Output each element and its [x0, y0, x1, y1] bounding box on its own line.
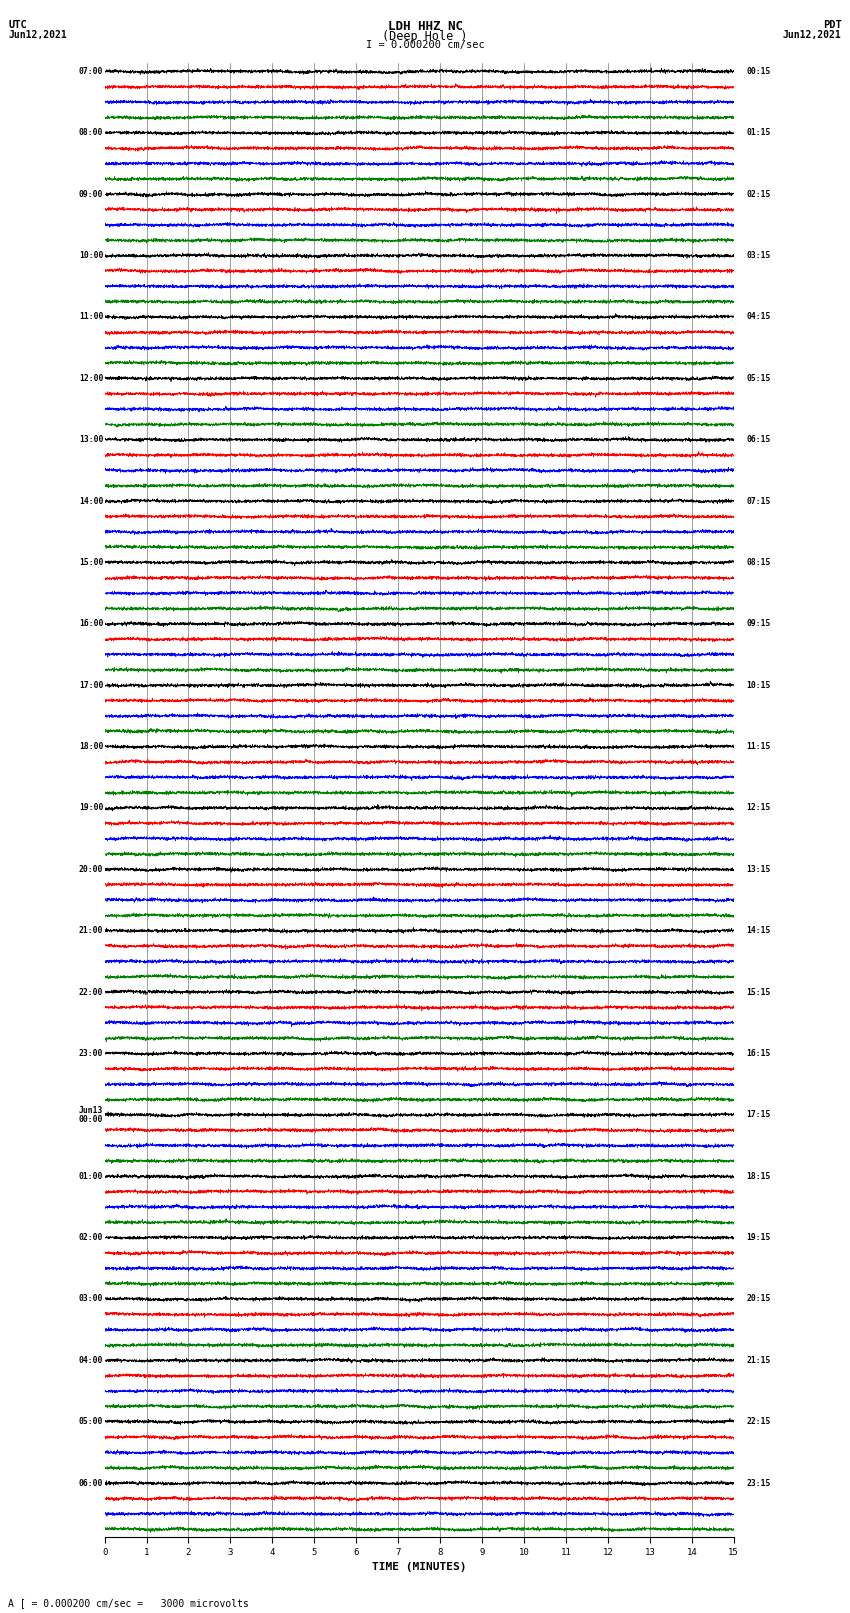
Text: 15:15: 15:15 — [746, 987, 771, 997]
Text: 17:15: 17:15 — [746, 1110, 771, 1119]
Text: 19:15: 19:15 — [746, 1232, 771, 1242]
Text: 09:00: 09:00 — [79, 190, 103, 198]
Text: 10:00: 10:00 — [79, 252, 103, 260]
Text: 05:15: 05:15 — [746, 374, 771, 382]
Text: 12:00: 12:00 — [79, 374, 103, 382]
Text: 08:00: 08:00 — [79, 129, 103, 137]
Text: 07:00: 07:00 — [79, 68, 103, 76]
Text: 22:00: 22:00 — [79, 987, 103, 997]
Text: UTC: UTC — [8, 19, 27, 31]
Text: 06:15: 06:15 — [746, 436, 771, 444]
Text: 20:15: 20:15 — [746, 1295, 771, 1303]
Text: 08:15: 08:15 — [746, 558, 771, 568]
Text: 04:15: 04:15 — [746, 313, 771, 321]
Text: 00:15: 00:15 — [746, 68, 771, 76]
Text: 16:00: 16:00 — [79, 619, 103, 629]
Text: 12:15: 12:15 — [746, 803, 771, 813]
Text: 04:00: 04:00 — [79, 1357, 103, 1365]
Text: 07:15: 07:15 — [746, 497, 771, 505]
Text: LDH HHZ NC: LDH HHZ NC — [388, 19, 462, 34]
Text: 23:15: 23:15 — [746, 1479, 771, 1487]
Text: 20:00: 20:00 — [79, 865, 103, 874]
Text: 21:15: 21:15 — [746, 1357, 771, 1365]
Text: A [ = 0.000200 cm/sec =   3000 microvolts: A [ = 0.000200 cm/sec = 3000 microvolts — [8, 1598, 249, 1608]
Text: 13:00: 13:00 — [79, 436, 103, 444]
Text: 21:00: 21:00 — [79, 926, 103, 936]
Text: 02:15: 02:15 — [746, 190, 771, 198]
Text: 18:15: 18:15 — [746, 1171, 771, 1181]
Text: 01:00: 01:00 — [79, 1171, 103, 1181]
Text: 02:00: 02:00 — [79, 1232, 103, 1242]
Text: 18:00: 18:00 — [79, 742, 103, 752]
Text: 17:00: 17:00 — [79, 681, 103, 690]
Text: 10:15: 10:15 — [746, 681, 771, 690]
Text: 03:15: 03:15 — [746, 252, 771, 260]
Text: 15:00: 15:00 — [79, 558, 103, 568]
Text: 16:15: 16:15 — [746, 1048, 771, 1058]
Text: PDT: PDT — [823, 19, 842, 31]
Text: 23:00: 23:00 — [79, 1048, 103, 1058]
Text: 13:15: 13:15 — [746, 865, 771, 874]
Text: (Deep Hole ): (Deep Hole ) — [382, 31, 468, 44]
Text: 11:15: 11:15 — [746, 742, 771, 752]
Text: 14:00: 14:00 — [79, 497, 103, 505]
Text: Jun13
00:00: Jun13 00:00 — [79, 1105, 103, 1124]
Text: 11:00: 11:00 — [79, 313, 103, 321]
Text: Jun12,2021: Jun12,2021 — [8, 31, 67, 40]
Text: 22:15: 22:15 — [746, 1418, 771, 1426]
Text: 09:15: 09:15 — [746, 619, 771, 629]
Text: 06:00: 06:00 — [79, 1479, 103, 1487]
Text: Jun12,2021: Jun12,2021 — [783, 31, 842, 40]
Text: 19:00: 19:00 — [79, 803, 103, 813]
X-axis label: TIME (MINUTES): TIME (MINUTES) — [372, 1563, 467, 1573]
Text: I = 0.000200 cm/sec: I = 0.000200 cm/sec — [366, 39, 484, 50]
Text: 14:15: 14:15 — [746, 926, 771, 936]
Text: 01:15: 01:15 — [746, 129, 771, 137]
Text: 05:00: 05:00 — [79, 1418, 103, 1426]
Text: 03:00: 03:00 — [79, 1295, 103, 1303]
